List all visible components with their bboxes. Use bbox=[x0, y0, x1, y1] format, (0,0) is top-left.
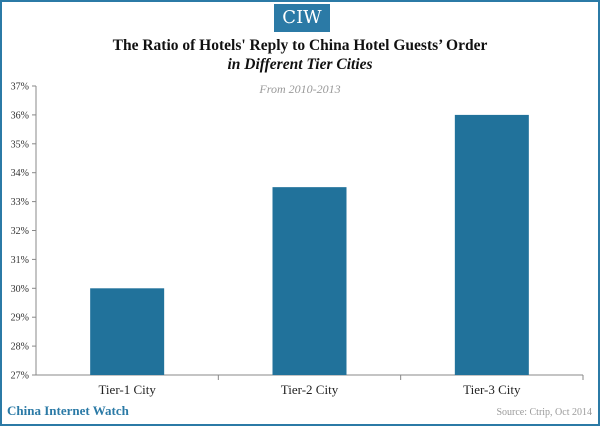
bar-tier-2-city bbox=[272, 187, 347, 375]
x-tick-label: Tier-3 City bbox=[463, 382, 521, 397]
y-tick-label: 36% bbox=[11, 110, 29, 121]
chart-period: From 2010-2013 bbox=[259, 82, 341, 96]
y-tick-label: 32% bbox=[11, 226, 29, 237]
y-tick-label: 37% bbox=[11, 82, 29, 93]
x-tick-label: Tier-1 City bbox=[98, 382, 156, 397]
y-tick-label: 33% bbox=[11, 197, 29, 208]
bar-tier-3-city bbox=[454, 114, 529, 376]
y-tick-label: 30% bbox=[11, 284, 29, 295]
y-tick-label: 35% bbox=[11, 139, 29, 150]
source-note: Source: Ctrip, Oct 2014 bbox=[496, 407, 592, 418]
y-tick-label: 27% bbox=[11, 371, 29, 382]
y-tick-label: 31% bbox=[11, 255, 29, 266]
y-tick-label: 34% bbox=[11, 168, 29, 179]
y-tick-label: 29% bbox=[11, 313, 29, 324]
chart-title: The Ratio of Hotels' Reply to China Hote… bbox=[112, 37, 488, 54]
y-tick-label: 28% bbox=[11, 342, 29, 353]
brand-name: China Internet Watch bbox=[7, 403, 129, 418]
bar-tier-1-city bbox=[90, 288, 165, 375]
bar-chart: 27% 28% 29% 30% 31% 32% 33% 34% 35% 36% 37% Tier-1 … bbox=[11, 82, 584, 397]
chart-subtitle: in Different Tier Cities bbox=[227, 56, 373, 73]
ciw-logo: CIW bbox=[274, 4, 330, 32]
x-tick-label: Tier-2 City bbox=[281, 382, 339, 397]
